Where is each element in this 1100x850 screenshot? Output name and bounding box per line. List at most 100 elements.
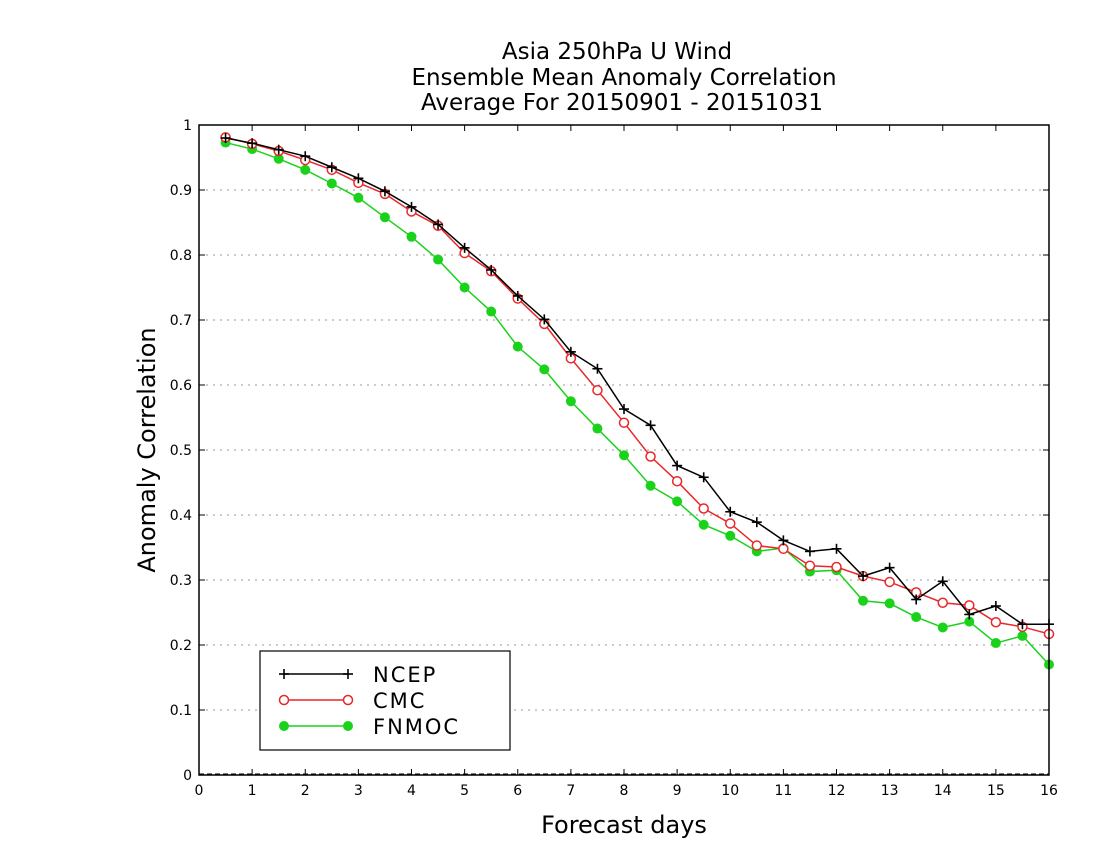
data-point-fnmoc [486,306,497,317]
data-point-fnmoc [539,364,550,375]
x-tick-label: 5 [460,783,469,799]
data-point-fnmoc [512,341,523,352]
data-series [220,132,1055,670]
data-point-ncep [1017,619,1028,630]
data-point-ncep [698,472,709,483]
x-tick-label: 16 [1040,783,1058,799]
data-point-ncep [459,242,470,253]
x-tick-label: 11 [774,783,792,799]
data-point-cmc [884,576,895,588]
chart-title-line-3: Average For 20150901 - 20151031 [421,90,823,116]
y-tick-label: 0.1 [170,703,192,719]
series-line-fnmoc [225,141,1050,666]
data-point-ncep [433,219,444,230]
data-point-ncep [220,133,231,143]
data-point-fnmoc [672,496,683,507]
data-point-cmc [618,417,630,428]
data-point-ncep [725,506,736,517]
data-point-ncep [326,162,337,173]
axis-ticks: 00.10.20.30.40.50.60.70.80.910 1 2 3 4 5 6 7 8 9 1… [170,118,1058,799]
series-fnmoc [220,137,1054,670]
x-tick-label: 2 [301,783,310,799]
legend-marker-right-ncep [343,669,353,679]
x-axis-label: Forecast days [541,811,707,839]
legend-entry-cmc: CMC [278,689,424,713]
data-point-ncep [539,314,550,325]
data-point-ncep [964,609,975,620]
data-point-fnmoc [565,396,576,407]
data-point-fnmoc [725,530,736,541]
data-point-ncep [884,562,895,573]
x-tick-label: 6 [513,783,522,799]
data-point-ncep [247,138,258,149]
data-point-ncep [990,601,1001,611]
data-point-fnmoc [326,178,337,189]
data-point-fnmoc [645,480,656,491]
data-point-ncep [300,151,311,162]
x-tick-label: 0 [195,783,204,799]
data-point-cmc [751,540,763,551]
data-point-ncep [804,546,815,557]
data-point-fnmoc [884,598,895,609]
legend-entry-fnmoc: FNMOC [279,715,460,739]
data-point-fnmoc [406,231,417,242]
data-point-fnmoc [858,595,869,606]
chart-title: Asia 250hPa U Wind Ensemble Mean Anomaly… [411,39,836,116]
legend-marker-left-fnmoc [279,721,289,731]
data-point-ncep [937,576,948,587]
y-tick-label: 0.8 [170,248,192,264]
data-point-cmc [645,451,656,462]
data-point-cmc [937,597,948,608]
data-point-ncep [645,420,656,431]
data-point-ncep [858,571,869,582]
data-point-ncep [831,543,842,554]
y-tick-label: 0.7 [170,313,192,329]
legend-marker-right-fnmoc [343,721,353,731]
legend-entry-ncep: NCEP [279,663,435,687]
data-point-cmc [671,475,683,487]
x-tick-label: 12 [828,783,846,799]
data-point-fnmoc [300,164,311,175]
series-ncep [220,133,1054,630]
x-tick-label: 14 [934,783,952,799]
data-point-cmc [778,543,789,555]
y-tick-label: 0.2 [170,638,192,654]
x-tick-label: 1 [248,783,257,799]
data-point-fnmoc [592,423,603,434]
x-tick-label: 3 [354,783,363,799]
x-tick-label: 7 [566,783,575,799]
data-point-ncep [565,346,576,357]
y-tick-label: 0.5 [170,443,192,459]
data-point-cmc [592,384,603,396]
legend-marker-right-cmc [342,694,354,706]
x-tick-label: 8 [620,783,629,799]
legend-marker-left-cmc [278,694,290,706]
chart-title-line-1: Asia 250hPa U Wind [502,39,732,65]
data-point-cmc [990,617,1002,628]
data-point-cmc [831,561,842,573]
data-point-fnmoc [911,612,922,623]
x-tick-label: 9 [673,783,682,799]
data-point-cmc [964,600,975,611]
data-point-ncep [353,173,364,184]
y-tick-label: 1 [183,118,192,134]
data-point-cmc [804,560,816,571]
data-point-ncep [406,201,417,212]
y-tick-label: 0.3 [170,573,192,589]
x-tick-label: 15 [987,783,1005,799]
legend-label-fnmoc: FNMOC [373,715,460,739]
data-point-fnmoc [698,519,709,530]
data-point-fnmoc [353,192,364,203]
data-point-ncep [619,404,629,415]
legend-marker-left-ncep [279,669,289,679]
data-point-fnmoc [990,638,1001,649]
data-point-ncep [273,144,284,155]
y-tick-label: 0.6 [170,378,192,394]
data-point-fnmoc [1017,630,1028,641]
series-cmc [220,132,1055,640]
y-tick-label: 0.9 [170,183,192,199]
x-tick-label: 10 [721,783,739,799]
data-point-cmc [698,503,709,514]
y-tick-label: 0 [183,768,192,784]
